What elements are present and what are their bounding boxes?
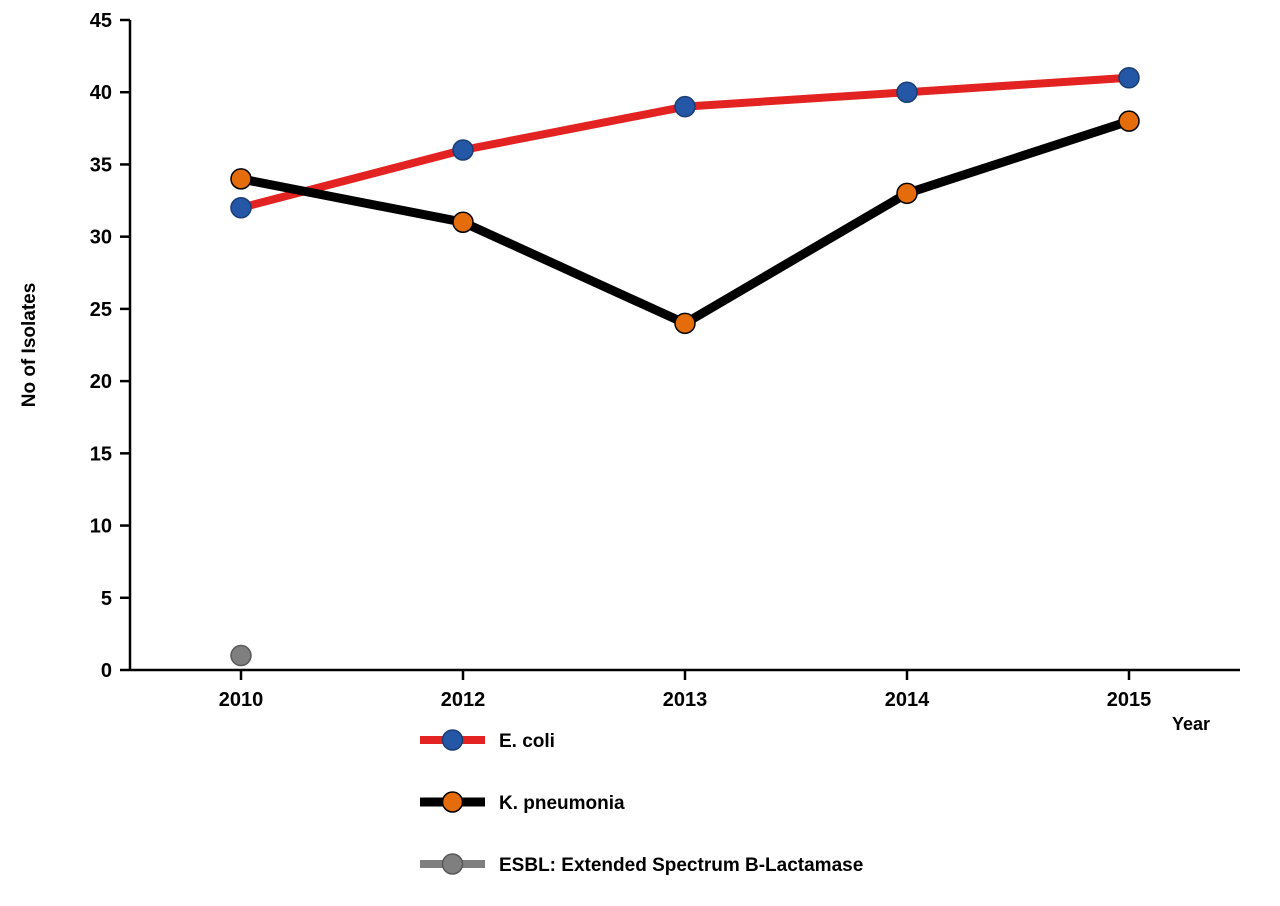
- y-tick-label: 20: [90, 371, 112, 393]
- x-tick-label: 2014: [885, 689, 930, 711]
- series-marker: [231, 198, 251, 218]
- x-tick-label: 2013: [663, 689, 708, 711]
- x-tick-label: 2010: [219, 689, 264, 711]
- y-tick-label: 35: [90, 154, 112, 176]
- y-tick-label: 15: [90, 443, 112, 465]
- legend-marker: [443, 854, 463, 874]
- series-marker: [231, 646, 251, 666]
- series-marker: [1119, 68, 1139, 88]
- legend-label: K. pneumonia: [499, 793, 625, 814]
- series-marker: [675, 97, 695, 117]
- y-axis-title: No of Isolates: [19, 283, 40, 408]
- series-marker: [897, 82, 917, 102]
- chart-container: 0 5 10 15 20 25 30 35 40 45 2010 2012 2013 2014 2015 No…: [0, 0, 1280, 906]
- series-marker: [1119, 111, 1139, 131]
- series-marker: [453, 140, 473, 160]
- series-marker: [231, 169, 251, 189]
- series-marker: [675, 313, 695, 333]
- series-marker: [453, 212, 473, 232]
- legend-marker: [443, 730, 463, 750]
- y-tick-label: 45: [90, 10, 112, 32]
- series-marker: [897, 183, 917, 203]
- legend-marker: [443, 792, 463, 812]
- x-tick-label: 2015: [1107, 689, 1152, 711]
- y-tick-label: 10: [90, 516, 112, 538]
- legend-label: ESBL: Extended Spectrum B-Lactamase: [499, 855, 863, 876]
- x-tick-label: 2012: [441, 689, 486, 711]
- y-tick-label: 40: [90, 82, 112, 104]
- y-tick-label: 5: [101, 588, 112, 610]
- y-tick-label: 30: [90, 227, 112, 249]
- series-line: [241, 121, 1129, 323]
- x-axis-title: Year: [1172, 714, 1210, 734]
- y-tick-label: 25: [90, 299, 112, 321]
- line-chart: 0 5 10 15 20 25 30 35 40 45 2010 2012 2013 2014 2015 No…: [0, 0, 1280, 906]
- y-tick-label: 0: [101, 660, 112, 682]
- legend-label: E. coli: [499, 731, 555, 752]
